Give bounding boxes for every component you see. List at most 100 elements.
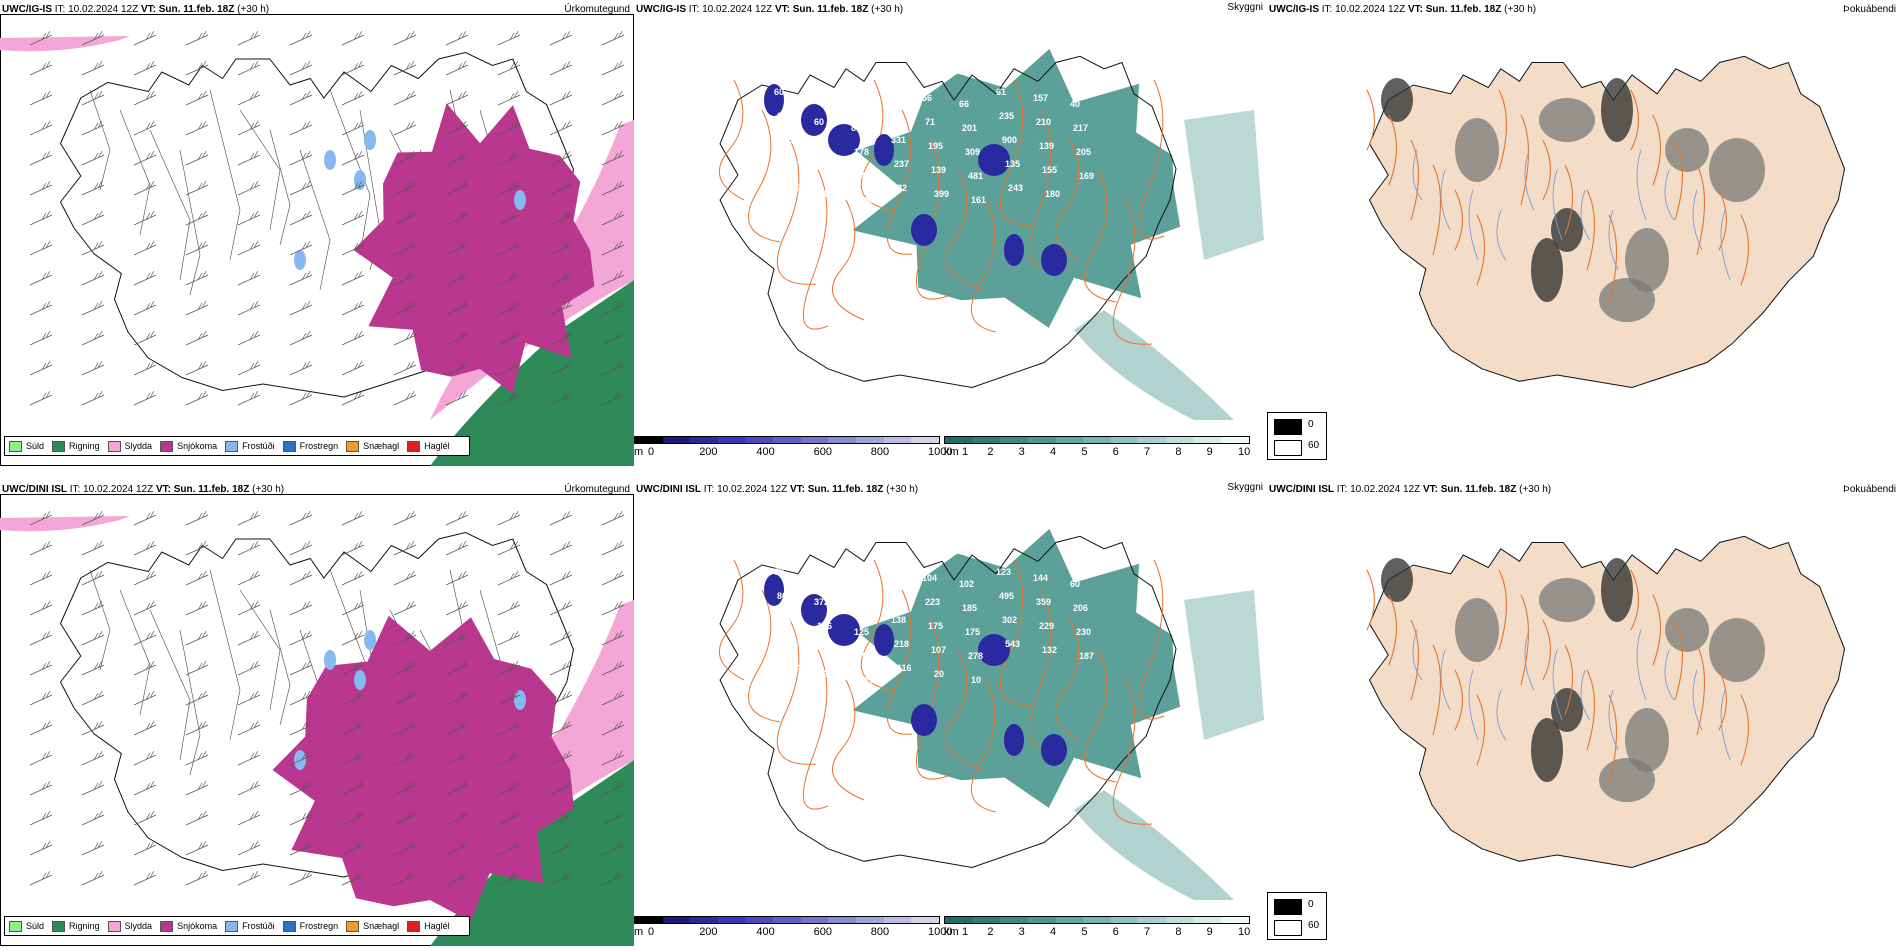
wind-barb xyxy=(81,270,105,286)
road-line xyxy=(886,109,913,255)
wind-barb xyxy=(393,750,417,766)
wind-barb xyxy=(601,600,625,616)
elevation-scale-bar xyxy=(634,916,940,924)
fog-indicator-area xyxy=(1539,578,1595,622)
wind-barb xyxy=(341,210,365,226)
wind-barb xyxy=(185,120,209,136)
wind-barb xyxy=(289,210,313,226)
scale-cell xyxy=(717,917,746,923)
panel-name: Skyggni xyxy=(1227,2,1263,13)
river-line xyxy=(1720,209,1731,281)
road-line xyxy=(1476,214,1485,286)
road-line xyxy=(1388,594,1397,666)
fog-scale-white xyxy=(1274,920,1302,936)
road-line xyxy=(179,149,201,296)
legend-item: Súld xyxy=(9,440,44,452)
wind-barb xyxy=(29,180,53,196)
wind-barb xyxy=(497,150,521,166)
visibility-value-label: 138 xyxy=(820,165,835,175)
elevation-cell xyxy=(978,634,1010,666)
visibility-value-label: 60 xyxy=(814,117,824,127)
freezing-drizzle-patch xyxy=(324,150,336,170)
road-line xyxy=(1055,139,1081,261)
wind-barb xyxy=(445,360,469,376)
road-line xyxy=(179,629,201,776)
scale-cell xyxy=(1000,917,1028,923)
river-line xyxy=(1496,689,1507,741)
wind-barb xyxy=(393,510,417,526)
wind-barb xyxy=(133,570,157,586)
wind-barb xyxy=(81,840,105,856)
sleet-area xyxy=(0,516,130,532)
visibility-value-label: 187 xyxy=(1079,651,1094,661)
wind-barb xyxy=(133,210,157,226)
wind-barb xyxy=(497,270,521,286)
wind-barb xyxy=(237,660,261,676)
wind-barb xyxy=(393,150,417,166)
wind-barb xyxy=(81,720,105,736)
river-line xyxy=(1692,189,1703,251)
road-line xyxy=(886,589,913,735)
visibility-value-label: 10 xyxy=(971,675,981,685)
wind-barb xyxy=(289,150,313,166)
elevation-cell xyxy=(911,214,937,246)
elevation-cell xyxy=(801,104,827,136)
wind-barb xyxy=(549,390,573,406)
wind-barb xyxy=(393,270,417,286)
scale-tick-label: 8 xyxy=(1175,926,1182,938)
wind-barb xyxy=(237,720,261,736)
wind-barb xyxy=(549,840,573,856)
visibility-value-label: 83 xyxy=(851,123,861,133)
wind-barb xyxy=(289,120,313,136)
visibility-value-label: 135 xyxy=(783,639,798,649)
scale-cell xyxy=(745,437,774,443)
wind-barb xyxy=(81,810,105,826)
scale-tick-label: 8 xyxy=(1175,446,1182,458)
rain-area xyxy=(430,280,634,466)
wind-barb xyxy=(289,180,313,196)
wind-barb xyxy=(497,570,521,586)
visibility-value-label: 60 xyxy=(1070,579,1080,589)
road-line xyxy=(1740,214,1749,286)
wind-barb xyxy=(237,360,261,376)
road-line xyxy=(239,589,281,711)
visibility-value-label: 161 xyxy=(971,195,986,205)
legend-swatch xyxy=(52,920,66,932)
visibility-value-label: 144 xyxy=(1033,573,1048,583)
wind-barb xyxy=(81,180,105,196)
scale-cell xyxy=(800,917,829,923)
wind-barb xyxy=(133,390,157,406)
wind-barb xyxy=(133,510,157,526)
road-line xyxy=(239,109,281,231)
road-line xyxy=(971,199,997,333)
wind-barb xyxy=(81,870,105,886)
wind-barb xyxy=(341,390,365,406)
wind-barb xyxy=(289,780,313,796)
legend-swatch xyxy=(107,440,121,452)
wind-barb xyxy=(289,270,313,286)
wind-barb xyxy=(393,600,417,616)
wind-barb xyxy=(549,510,573,526)
elevation-scale-ticks: m 0 200 400 600 800 1000 xyxy=(634,446,952,460)
wind-barb xyxy=(341,810,365,826)
visibility-value-label: 331 xyxy=(891,135,906,145)
scale-cell xyxy=(717,437,746,443)
scale-tick-label: 9 xyxy=(1206,446,1213,458)
wind-barb xyxy=(445,840,469,856)
wind-barb xyxy=(341,720,365,736)
scale-tick-label: 7 xyxy=(1144,926,1151,938)
wind-barb xyxy=(601,540,625,556)
visibility-map: 60 66 67 89 66 66 61 157 40 62 60 83 108 71 201 235 210 2… xyxy=(719,48,1264,420)
panel-name: Skyggni xyxy=(1227,482,1263,493)
road-line xyxy=(1432,644,1442,736)
wind-barb xyxy=(237,150,261,166)
panel-name: Þokuábendi xyxy=(1843,484,1896,495)
legend-item: Haglél xyxy=(407,920,450,932)
wind-barb xyxy=(393,360,417,376)
visibility-value-label: 82 xyxy=(897,183,907,193)
legend-item: Snjókoma xyxy=(160,440,217,452)
road-line xyxy=(1112,199,1153,345)
visibility-value-label: 900 xyxy=(1002,135,1017,145)
road-line xyxy=(1608,694,1618,786)
wind-barb xyxy=(549,540,573,556)
